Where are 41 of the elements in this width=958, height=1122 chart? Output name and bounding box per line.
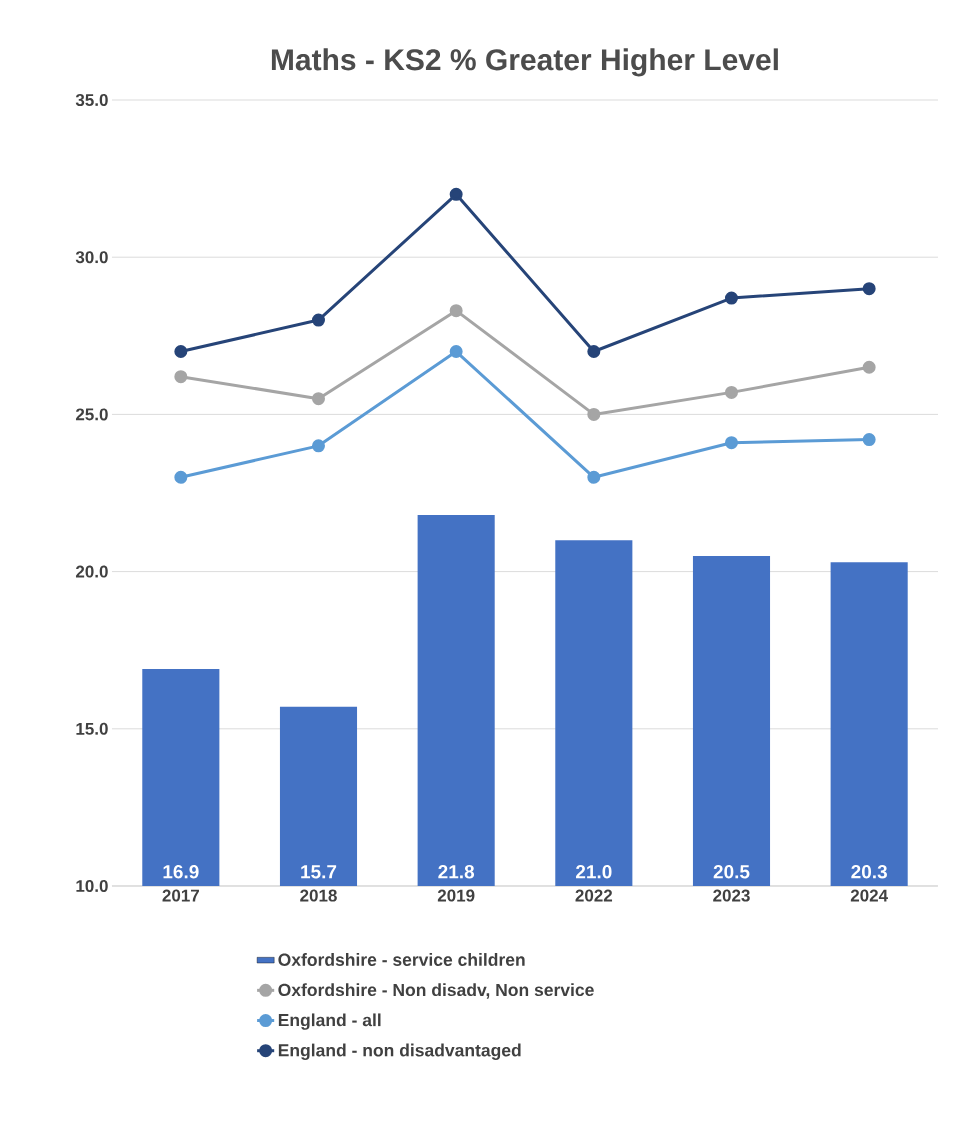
point	[862, 360, 876, 374]
x-tick-label: 2018	[300, 889, 337, 902]
point	[725, 385, 738, 399]
legend-label: England - all	[278, 1013, 381, 1030]
point	[862, 433, 876, 447]
data-label: 15.7	[301, 865, 337, 879]
x-tick-label: 2022	[575, 889, 613, 902]
data-label: 20.5	[713, 865, 750, 879]
point	[312, 392, 325, 406]
point	[587, 345, 601, 359]
point	[312, 439, 325, 453]
x-tick-label: 2019	[437, 889, 475, 902]
x-tick-label: 2017	[162, 889, 199, 902]
point	[174, 470, 188, 484]
y-tick-label: 35.0	[75, 93, 108, 107]
y-tick-label: 30.0	[75, 251, 108, 264]
point	[312, 313, 325, 327]
y-tick-label: 15.0	[76, 722, 108, 735]
y-tick-label: 10.0	[76, 879, 108, 893]
legend-label: Oxfordshire - Non disadv, Non service	[278, 983, 594, 999]
data-label: 21.8	[438, 865, 475, 879]
data-label: 21.0	[576, 865, 612, 879]
point	[587, 407, 601, 421]
legend-label: Oxfordshire - service children	[278, 953, 525, 966]
point	[587, 470, 601, 484]
point	[174, 370, 188, 384]
data-label: 16.9	[163, 865, 199, 879]
point	[449, 345, 463, 359]
point	[174, 345, 188, 359]
y-tick-label: 25.0	[75, 408, 108, 421]
point	[725, 436, 738, 450]
point	[725, 291, 738, 305]
point	[862, 282, 876, 296]
legend-label: England - non disadvantaged	[278, 1043, 521, 1060]
x-tick-label: 2023	[713, 889, 750, 902]
point	[449, 187, 463, 201]
x-tick-label: 2024	[850, 889, 888, 902]
chart-title: Maths - KS2 % Greater Higher Level	[271, 48, 778, 77]
y-tick-label: 20.0	[75, 565, 108, 578]
point	[449, 304, 463, 318]
data-label: 20.3	[851, 864, 887, 879]
